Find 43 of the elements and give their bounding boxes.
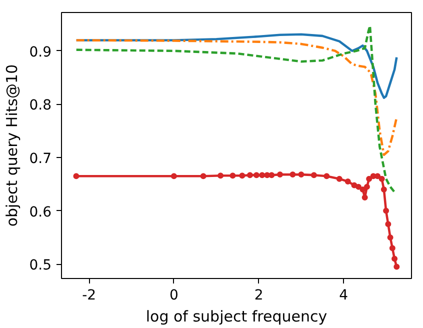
y-axis-title: object query Hits@10 xyxy=(3,64,22,227)
point xyxy=(366,176,372,182)
point xyxy=(239,172,246,179)
point xyxy=(253,172,260,178)
point xyxy=(344,178,351,184)
y-tick-label: 0.6 xyxy=(29,204,52,220)
point xyxy=(387,234,394,240)
x-axis-title: log of subject frequency xyxy=(146,308,328,326)
point xyxy=(298,172,304,178)
point xyxy=(364,184,370,190)
point xyxy=(230,172,236,179)
point xyxy=(170,173,177,180)
point xyxy=(378,176,385,182)
x-tick-label: 2 xyxy=(254,288,264,304)
point xyxy=(290,172,296,178)
point xyxy=(355,184,362,190)
point xyxy=(200,173,206,180)
point xyxy=(380,186,387,192)
line-series xyxy=(75,24,396,194)
point xyxy=(374,173,381,180)
point xyxy=(218,172,224,179)
point xyxy=(389,245,396,252)
point xyxy=(276,172,283,178)
point xyxy=(394,264,400,270)
point xyxy=(360,186,366,192)
x-tick-label: -2 xyxy=(82,288,96,304)
point xyxy=(383,208,390,214)
y-tick-label: 0.5 xyxy=(29,258,52,274)
x-tick-label: 4 xyxy=(339,288,348,304)
point xyxy=(259,172,266,178)
x-tick-label: 0 xyxy=(169,288,178,304)
point xyxy=(336,176,342,182)
y-tick-label: 0.9 xyxy=(29,44,52,60)
y-tick-label: 0.7 xyxy=(29,150,52,167)
point xyxy=(246,172,253,178)
line-series xyxy=(75,39,398,156)
point xyxy=(310,172,317,178)
point xyxy=(385,221,392,228)
point xyxy=(268,172,275,178)
point xyxy=(73,173,80,180)
y-tick-label: 0.8 xyxy=(29,98,52,114)
point xyxy=(324,173,330,180)
point xyxy=(392,256,398,262)
